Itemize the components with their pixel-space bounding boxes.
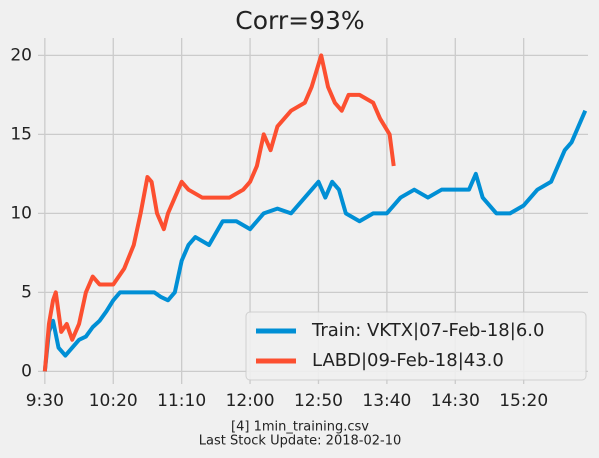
y-tick-label: 15 <box>10 124 32 144</box>
y-tick-label: 10 <box>10 203 32 223</box>
legend-label: LABD|09-Feb-18|43.0 <box>312 350 504 371</box>
annotation: [4] 1min_training.csv <box>231 420 369 435</box>
x-tick-label: 12:50 <box>294 391 343 411</box>
x-tick-label: 10:20 <box>89 391 138 411</box>
legend-label: Train: VKTX|07-Feb-18|6.0 <box>311 320 544 341</box>
y-tick-label: 20 <box>10 45 32 65</box>
y-tick-label: 5 <box>21 282 32 302</box>
x-tick-label: 11:10 <box>157 391 206 411</box>
annotation: Last Stock Update: 2018-02-10 <box>199 434 401 449</box>
legend-box <box>245 311 587 381</box>
y-tick-label: 0 <box>21 361 32 381</box>
line <box>42 109 588 372</box>
chart-title: Corr=93% <box>235 6 364 35</box>
x-tick-label: 9:30 <box>26 391 64 411</box>
x-tick-label: 12:00 <box>226 391 275 411</box>
x-tick-label: 15:20 <box>499 391 548 411</box>
x-tick-label: 13:40 <box>362 391 411 411</box>
x-tick-label: 14:30 <box>431 391 480 411</box>
line <box>42 53 396 372</box>
